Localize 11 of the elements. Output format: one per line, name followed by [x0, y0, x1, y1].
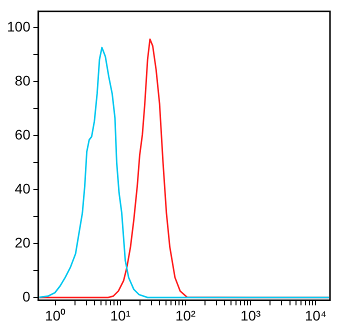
x-tick-label: 10³	[240, 307, 262, 324]
y-tick-label: 80	[14, 72, 31, 88]
y-tick-label: 0	[22, 288, 31, 304]
x-tick-label: 10⁰	[44, 307, 66, 324]
y-tick-label: 100	[7, 18, 31, 34]
y-tick-label: 60	[14, 126, 31, 142]
y-tick-label: 20	[14, 234, 31, 250]
x-tick-label: 10⁴	[304, 307, 326, 324]
x-tick-label: 10²	[175, 307, 196, 324]
y-tick-label: 40	[14, 180, 31, 196]
x-tick-label: 10¹	[110, 307, 131, 324]
